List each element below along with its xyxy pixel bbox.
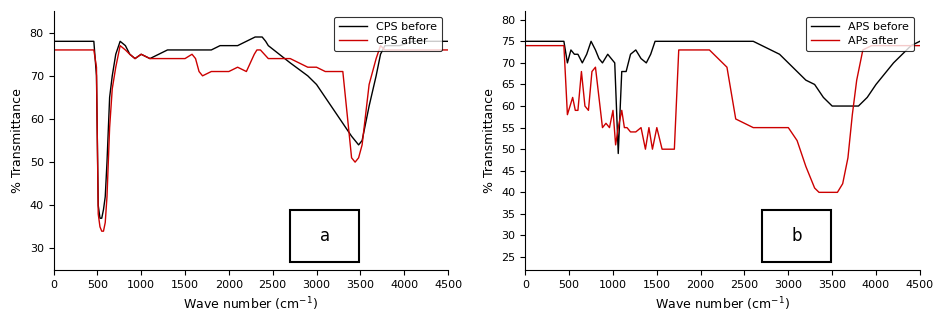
Y-axis label: % Transmittance: % Transmittance [482, 88, 496, 193]
CPS after [120, 48, 131, 52]
APs after [597, 126, 608, 130]
CPS after [114, 44, 126, 48]
Y-axis label: % Transmittance: % Transmittance [11, 88, 25, 193]
CPS after [442, 48, 453, 52]
APs after [663, 147, 674, 151]
CPS after [110, 65, 121, 69]
CPS before [110, 52, 121, 56]
APS before [869, 83, 881, 87]
CPS after [337, 70, 348, 74]
CPS after [407, 48, 418, 52]
CPS before [101, 160, 112, 164]
APS before [561, 61, 572, 65]
APS before [649, 40, 660, 43]
Legend: CPS before, CPS after: CPS before, CPS after [333, 17, 442, 51]
CPS before [425, 40, 436, 43]
CPS before [249, 35, 261, 39]
APs after [639, 147, 650, 151]
APs after [878, 44, 889, 48]
APs after [913, 44, 924, 48]
X-axis label: Wave number (cm$^{-1}$): Wave number (cm$^{-1}$) [654, 295, 789, 313]
APS before [913, 40, 924, 43]
Bar [761, 211, 830, 262]
CPS before [153, 52, 164, 56]
APS before [620, 70, 632, 74]
Text: b: b [790, 227, 801, 245]
Line: APS before: APS before [525, 41, 919, 154]
APs after [813, 191, 824, 194]
Text: a: a [319, 227, 329, 245]
APS before [612, 152, 623, 156]
Line: CPS before: CPS before [54, 37, 447, 218]
CPS after [370, 57, 381, 61]
APs after [836, 182, 848, 186]
APS before [747, 40, 758, 43]
Line: CPS after: CPS after [54, 46, 447, 231]
APs after [519, 44, 531, 48]
CPS after [48, 48, 59, 52]
CPS before [385, 44, 396, 48]
Line: APs after: APs after [525, 46, 919, 192]
Legend: APS before, APs after: APS before, APs after [805, 17, 913, 51]
CPS before [442, 40, 453, 43]
CPS after [96, 229, 108, 233]
APs after [609, 143, 620, 147]
CPS before [48, 40, 59, 43]
APS before [519, 40, 531, 43]
APS before [712, 40, 723, 43]
CPS after [302, 65, 313, 69]
CPS before [94, 216, 106, 220]
Bar [290, 211, 359, 262]
X-axis label: Wave number (cm$^{-1}$): Wave number (cm$^{-1}$) [183, 295, 318, 313]
CPS before [93, 203, 104, 207]
